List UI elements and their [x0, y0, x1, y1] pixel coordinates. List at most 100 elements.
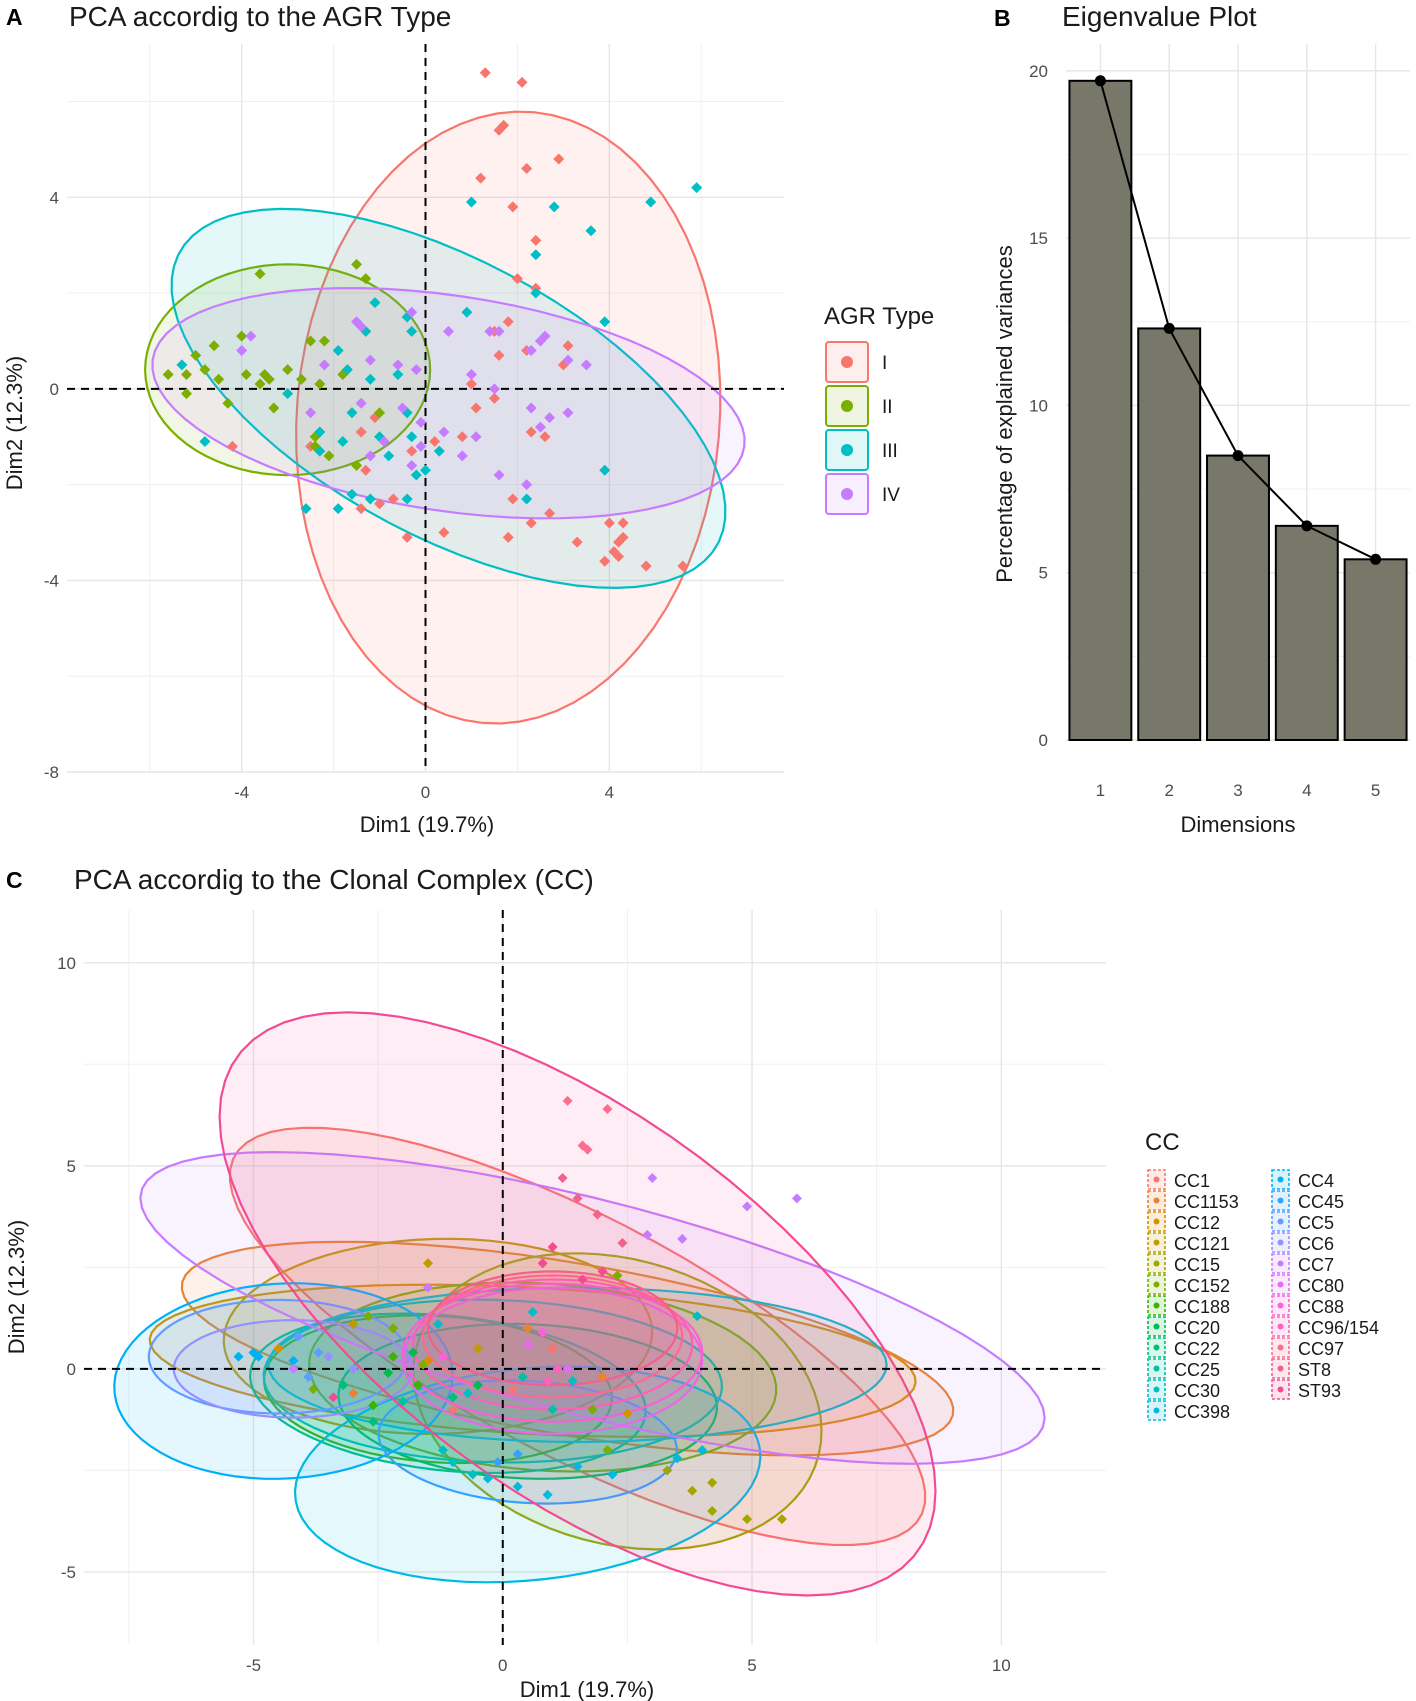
legend-label-cc398: CC398: [1174, 1402, 1230, 1422]
y-tick-label: -8: [44, 763, 59, 782]
point-i: [493, 349, 505, 361]
point-st93: [547, 1242, 558, 1253]
legend-dot-cc20: [1153, 1323, 1160, 1330]
point-iii: [364, 493, 376, 505]
ellipse-st8: [426, 1270, 679, 1387]
ellipse-st93: [218, 1011, 937, 1597]
y-tick-label: 5: [1039, 564, 1048, 583]
point-cc22: [368, 1416, 379, 1427]
point-i: [562, 340, 574, 352]
legend-label-cc80: CC80: [1298, 1276, 1344, 1296]
x-tick-label: 5: [1371, 781, 1380, 800]
point-iv: [580, 359, 592, 371]
point-cc4: [233, 1351, 244, 1362]
point-iii: [410, 469, 422, 481]
point-st93: [577, 1274, 588, 1285]
point-cc152: [587, 1404, 598, 1415]
legend-dot-cc152: [1153, 1281, 1160, 1288]
point-iii: [337, 436, 349, 448]
point-i: [603, 517, 615, 529]
panel-a-ellipses: [143, 110, 746, 725]
point-ii: [254, 378, 266, 390]
legend-dot-cc22: [1153, 1344, 1160, 1351]
point-iii: [314, 445, 326, 457]
ellipse-cc398: [293, 1365, 762, 1584]
point-cc30: [432, 1319, 443, 1330]
legend-label-cc12: CC12: [1174, 1213, 1220, 1233]
y-tick-label: -5: [61, 1563, 76, 1582]
point-iv: [484, 325, 496, 337]
ellipse-cc30: [267, 1286, 888, 1444]
point-i: [502, 531, 514, 543]
point-st93: [328, 1392, 339, 1403]
legend-label-cc20: CC20: [1174, 1318, 1220, 1338]
point-iv: [397, 402, 409, 414]
point-i: [571, 536, 583, 548]
point-cc4: [248, 1347, 259, 1358]
legend-dot-cc30: [1153, 1386, 1160, 1393]
point-ii: [181, 388, 192, 400]
ellipse-cc1: [228, 1126, 927, 1547]
legend-dot-cc12: [1153, 1218, 1160, 1225]
panel-b-y-label: Percentage of explained variances: [992, 245, 1017, 583]
y-tick-label: 0: [1039, 731, 1048, 750]
point-cc30: [462, 1388, 473, 1399]
point-i: [599, 555, 611, 567]
panel-a-tick-labels: -4 0 4 4 0 -4 -8: [44, 188, 614, 802]
point-cc7: [791, 1193, 802, 1204]
legend-label-cc6: CC6: [1298, 1234, 1334, 1254]
point-i: [226, 440, 238, 452]
point-cc97: [602, 1103, 613, 1114]
point-cc45: [492, 1457, 503, 1468]
legend-label-cc97: CC97: [1298, 1339, 1344, 1359]
x-tick-label: 10: [992, 1656, 1011, 1675]
point-ii: [254, 268, 266, 280]
point-ii: [351, 459, 363, 471]
point-cc152: [418, 1359, 429, 1370]
point-iv: [415, 416, 427, 428]
bar-dim-4: [1274, 524, 1339, 741]
point-st93: [597, 1266, 608, 1277]
legend-dot-cc121: [1153, 1239, 1160, 1246]
point-st8: [617, 1237, 628, 1248]
point-cc15: [662, 1465, 673, 1476]
y-tick-label: 20: [1029, 62, 1048, 81]
point-iii: [420, 464, 431, 476]
point-ii: [318, 335, 330, 347]
panel-b-tick-labels: 0 5 10 15 20 1 2 3 4 5: [1029, 62, 1380, 800]
legend-label-cc1: CC1: [1174, 1171, 1210, 1191]
point-cc88: [437, 1351, 448, 1362]
legend-label-iv: IV: [882, 485, 900, 506]
point-i: [507, 493, 519, 505]
point-cc152: [363, 1311, 374, 1322]
point-cc1: [507, 1384, 518, 1395]
point-iii: [346, 488, 358, 500]
point-i: [511, 273, 523, 285]
point-iii: [199, 436, 211, 448]
point-iv: [415, 440, 427, 452]
point-i: [539, 431, 551, 443]
legend-label-cc45: CC45: [1298, 1192, 1344, 1212]
point-iv: [392, 359, 404, 371]
point-iii: [176, 359, 188, 371]
panel-a-points: [162, 67, 703, 572]
point-st8: [557, 1173, 568, 1184]
panel-c-legend: CC CC1CC1153CC12CC121CC15CC152CC188CC20C…: [1145, 1129, 1379, 1422]
point-cc121: [422, 1258, 433, 1269]
panel-a-letter: A: [6, 4, 23, 30]
point-i: [456, 431, 468, 443]
legend-dot-st93: [1277, 1386, 1284, 1393]
point-iii: [383, 450, 395, 462]
point-iv: [493, 469, 505, 481]
point-ii: [323, 450, 335, 462]
point-cc80: [522, 1339, 533, 1350]
point-iv: [355, 397, 367, 409]
point-iii: [530, 287, 542, 299]
x-tick-label: 5: [747, 1656, 756, 1675]
point-i: [617, 517, 629, 529]
legend-dot-cc1: [1153, 1176, 1160, 1183]
point-cc1153: [522, 1323, 533, 1334]
point-cc25: [547, 1404, 558, 1415]
bar-dim-3: [1206, 454, 1270, 741]
y-tick-label: 10: [57, 954, 76, 973]
